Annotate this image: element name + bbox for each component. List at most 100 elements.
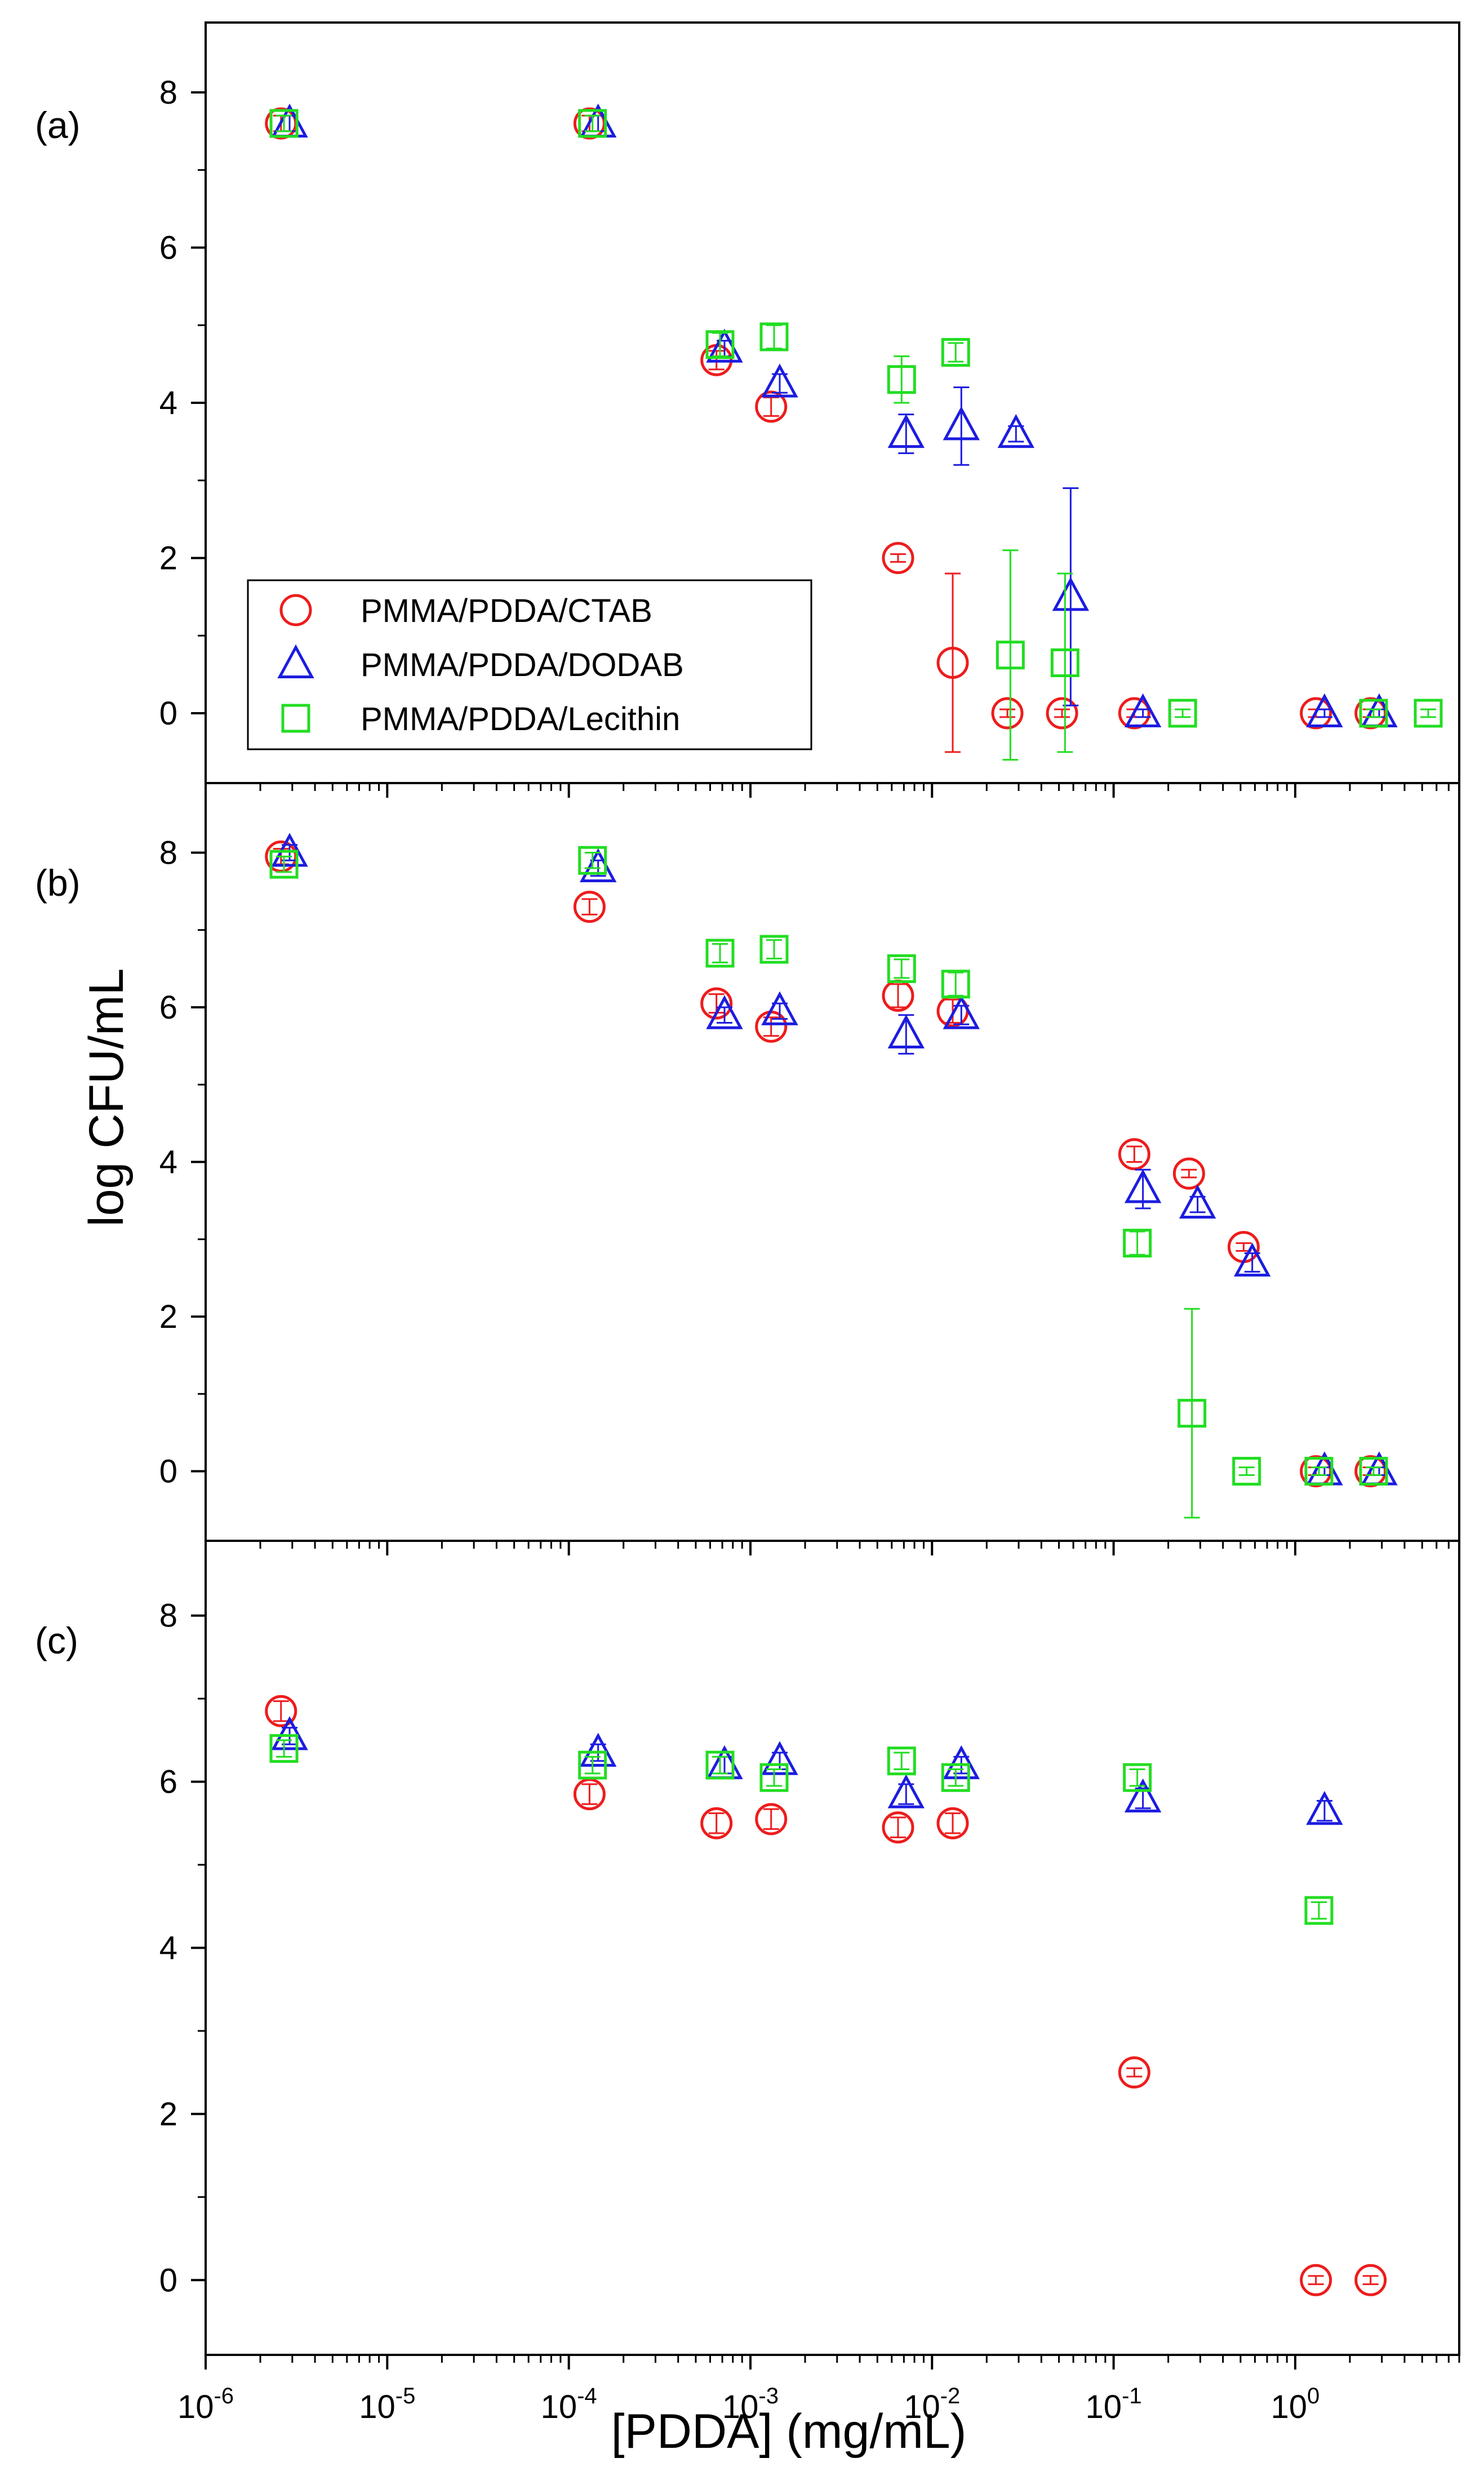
square-marker: [1304, 1896, 1334, 1925]
data-point: [1414, 699, 1443, 728]
triangle-marker: [943, 995, 980, 1029]
data-point: [269, 109, 299, 138]
data-point: [705, 939, 735, 968]
panel-a: 02468(a)PMMA/PDDA/CTABPMMA/PDDA/DODABPMM…: [35, 21, 1460, 798]
panel-label: (a): [35, 104, 81, 146]
y-tick-label: 8: [159, 74, 177, 111]
square-marker: [705, 1750, 735, 1780]
triangle-marker: [943, 406, 980, 441]
triangle-marker: [1124, 1169, 1162, 1203]
triangle-marker: [1179, 1184, 1216, 1219]
triangle-marker: [271, 1716, 308, 1750]
data-point: [882, 542, 914, 575]
x-tick-label: 100: [1271, 2384, 1320, 2425]
y-tick-label: 6: [159, 229, 177, 266]
data-point: [1052, 487, 1090, 706]
data-point: [1354, 2264, 1387, 2296]
circle-marker: [700, 987, 733, 1020]
data-point: [991, 697, 1024, 730]
circle-marker: [1300, 697, 1332, 730]
circle-marker: [700, 1807, 733, 1839]
panel-b: 0 2 4 6 8 (b): [35, 782, 1460, 1555]
triangle-marker: [997, 414, 1035, 448]
square-marker: [705, 939, 735, 968]
square-marker: [578, 846, 607, 875]
data-point: [706, 995, 743, 1029]
legend-label: PMMA/PDDA/CTAB: [361, 593, 652, 629]
data-point: [1050, 572, 1079, 753]
legend-square-icon: [281, 704, 310, 733]
legend-label: PMMA/PDDA/Lecithin: [361, 701, 680, 737]
data-point: [1124, 1778, 1162, 1813]
data-point: [1306, 1790, 1343, 1825]
data-point: [1124, 693, 1162, 728]
x-axis-label: [PDDA] (mg/mL): [611, 2404, 967, 2459]
square-marker: [941, 1763, 970, 1792]
triangle-marker: [1052, 577, 1090, 611]
circle-marker: [936, 1807, 969, 1839]
y-tick-label: 2: [159, 1299, 177, 1335]
circle-marker: [1118, 697, 1150, 730]
square-marker: [887, 954, 916, 983]
triangle-marker: [1306, 693, 1343, 728]
square-marker: [269, 1734, 299, 1763]
data-point: [1304, 1456, 1334, 1486]
data-point: [1304, 1896, 1334, 1925]
circle-marker: [1118, 2056, 1150, 2089]
triangle-marker: [761, 1741, 798, 1775]
data-point: [936, 572, 969, 753]
y-tick-label: 2: [159, 2096, 177, 2132]
data-point: [1300, 2264, 1332, 2296]
data-point: [705, 1750, 735, 1780]
legend: PMMA/PDDA/CTAB PMMA/PDDA/DODAB PMMA/PDDA/L…: [247, 579, 812, 750]
data-point: [1359, 699, 1388, 728]
circle-marker: [1172, 1157, 1205, 1190]
data-point: [578, 846, 607, 875]
series-circle: [265, 1695, 1387, 2296]
data-point: [759, 935, 789, 964]
data-point: [755, 1803, 788, 1835]
data-point: [943, 1745, 980, 1780]
data-point: [578, 109, 607, 138]
data-point: [997, 414, 1035, 448]
data-point: [700, 1807, 733, 1839]
square-marker: [759, 935, 789, 964]
square-marker: [759, 1763, 789, 1792]
circle-marker: [1118, 1138, 1150, 1171]
plot-frame: [205, 782, 1460, 1542]
data-point: [1306, 693, 1343, 728]
triangle-marker: [887, 414, 925, 448]
data-point: [943, 386, 980, 466]
data-point: [1124, 1168, 1162, 1210]
data-point: [1232, 1456, 1261, 1486]
data-point: [573, 891, 606, 923]
series-square: [269, 109, 1443, 761]
data-point: [936, 1807, 969, 1839]
data-point: [269, 1734, 299, 1763]
triangle-marker: [943, 1745, 980, 1780]
data-point: [887, 1774, 925, 1808]
data-point: [1178, 1308, 1207, 1519]
data-point: [755, 1010, 788, 1043]
circle-marker: [755, 390, 788, 423]
y-axis-label: log CFU/mL: [79, 968, 134, 1227]
square-marker: [705, 330, 735, 359]
y-tick-label: 4: [159, 1930, 177, 1967]
square-marker: [1304, 1456, 1334, 1486]
square-marker: [759, 322, 789, 352]
y-tick-label: 4: [159, 1144, 177, 1181]
triangle-marker: [1124, 693, 1162, 728]
data-point: [705, 330, 735, 359]
y-tick-label: 8: [159, 835, 177, 872]
data-point: [887, 414, 925, 455]
square-marker: [578, 109, 607, 138]
square-marker: [1414, 699, 1443, 728]
data-point: [887, 954, 916, 983]
circle-marker: [755, 1803, 788, 1835]
y-tick-label: 0: [159, 2262, 177, 2299]
series-square: [269, 1734, 1334, 1925]
square-marker: [1178, 1399, 1207, 1428]
data-point: [579, 1732, 617, 1767]
plot-frame: [205, 1540, 1460, 2356]
